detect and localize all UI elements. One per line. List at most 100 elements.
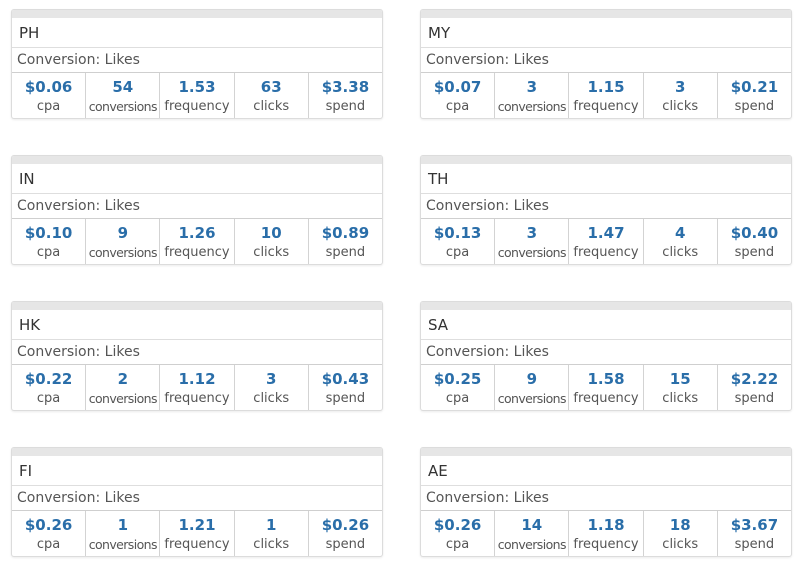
frequency-label: frequency (164, 99, 230, 114)
conversions-label: conversions (88, 99, 158, 114)
metric-spend: $0.26 spend (307, 511, 382, 556)
frequency-label: frequency (164, 391, 230, 406)
metric-frequency: 1.53 frequency (159, 73, 233, 118)
spend-label: spend (325, 537, 366, 552)
card-header-bar (12, 448, 382, 456)
cpa-value: $0.25 (433, 370, 482, 388)
clicks-label: clicks (253, 245, 290, 260)
frequency-value: 1.47 (587, 224, 625, 242)
card-header-bar (421, 448, 791, 456)
conversions-label: conversions (497, 537, 567, 552)
spend-label: spend (325, 245, 366, 260)
cpa-label: cpa (445, 99, 470, 114)
cpa-value: $0.13 (433, 224, 482, 242)
card-header-bar (12, 156, 382, 164)
country-code: TH (421, 164, 791, 194)
cpa-label: cpa (445, 245, 470, 260)
metrics-row: $0.25 cpa 9 conversions 1.58 frequency 15 cl… (421, 365, 791, 410)
conversions-label: conversions (88, 391, 158, 406)
metric-spend: $3.67 spend (716, 511, 791, 556)
clicks-label: clicks (253, 99, 290, 114)
spend-label: spend (325, 99, 366, 114)
spend-value: $0.21 (730, 78, 779, 96)
clicks-value: 18 (669, 516, 691, 534)
metric-conversions: 3 conversions (494, 219, 568, 264)
conversions-value: 2 (117, 370, 129, 388)
country-card: SA Conversion: Likes $0.25 cpa 9 conversio… (420, 301, 792, 411)
conversion-type: Conversion: Likes (12, 340, 382, 365)
conversions-label: conversions (497, 391, 567, 406)
conversions-value: 9 (526, 370, 538, 388)
frequency-label: frequency (573, 99, 639, 114)
clicks-label: clicks (662, 391, 699, 406)
country-code: HK (12, 310, 382, 340)
cpa-value: $0.22 (24, 370, 73, 388)
cpa-value: $0.26 (24, 516, 73, 534)
spend-label: spend (734, 537, 775, 552)
card-header-bar (12, 302, 382, 310)
spend-value: $0.26 (321, 516, 370, 534)
metric-cpa: $0.13 cpa (421, 219, 494, 264)
metric-clicks: 63 clicks (233, 73, 308, 118)
conversion-type: Conversion: Likes (421, 340, 791, 365)
country-code: PH (12, 18, 382, 48)
metric-spend: $2.22 spend (716, 365, 791, 410)
country-card: MY Conversion: Likes $0.07 cpa 3 conversio… (420, 9, 792, 119)
clicks-label: clicks (662, 537, 699, 552)
conversions-label: conversions (497, 99, 567, 114)
frequency-value: 1.15 (587, 78, 625, 96)
metric-frequency: 1.58 frequency (568, 365, 642, 410)
conversion-type: Conversion: Likes (12, 486, 382, 511)
conversions-label: conversions (88, 537, 158, 552)
metrics-row: $0.22 cpa 2 conversions 1.12 frequency 3 cli… (12, 365, 382, 410)
cpa-value: $0.07 (433, 78, 482, 96)
clicks-value: 3 (674, 78, 686, 96)
metric-conversions: 9 conversions (85, 219, 159, 264)
metric-conversions: 9 conversions (494, 365, 568, 410)
card-header-bar (12, 10, 382, 18)
conversions-value: 54 (112, 78, 134, 96)
metrics-row: $0.10 cpa 9 conversions 1.26 frequency 10 cl… (12, 219, 382, 264)
clicks-value: 10 (260, 224, 282, 242)
metric-clicks: 1 clicks (233, 511, 308, 556)
cpa-value: $0.10 (24, 224, 73, 242)
spend-value: $2.22 (730, 370, 779, 388)
country-code: SA (421, 310, 791, 340)
spend-value: $0.89 (321, 224, 370, 242)
card-header-bar (421, 302, 791, 310)
metrics-row: $0.07 cpa 3 conversions 1.15 frequency 3 cli… (421, 73, 791, 118)
metric-conversions: 3 conversions (494, 73, 568, 118)
metric-conversions: 1 conversions (85, 511, 159, 556)
metric-cpa: $0.07 cpa (421, 73, 494, 118)
spend-value: $3.67 (730, 516, 779, 534)
conversion-type: Conversion: Likes (12, 194, 382, 219)
metric-frequency: 1.12 frequency (159, 365, 233, 410)
country-card: IN Conversion: Likes $0.10 cpa 9 conversio… (11, 155, 383, 265)
metric-clicks: 4 clicks (642, 219, 717, 264)
country-card: HK Conversion: Likes $0.22 cpa 2 conversio… (11, 301, 383, 411)
conversion-type: Conversion: Likes (12, 48, 382, 73)
metric-frequency: 1.18 frequency (568, 511, 642, 556)
metric-cpa: $0.06 cpa (12, 73, 85, 118)
spend-label: spend (734, 391, 775, 406)
metric-clicks: 10 clicks (233, 219, 308, 264)
frequency-value: 1.12 (178, 370, 216, 388)
conversions-label: conversions (88, 245, 158, 260)
frequency-label: frequency (573, 391, 639, 406)
country-card: AE Conversion: Likes $0.26 cpa 14 conversi… (420, 447, 792, 557)
country-code: IN (12, 164, 382, 194)
metric-cpa: $0.25 cpa (421, 365, 494, 410)
metric-frequency: 1.15 frequency (568, 73, 642, 118)
metric-conversions: 14 conversions (494, 511, 568, 556)
spend-label: spend (734, 245, 775, 260)
clicks-label: clicks (253, 391, 290, 406)
conversions-value: 3 (526, 224, 538, 242)
cpa-label: cpa (36, 537, 61, 552)
card-header-bar (421, 10, 791, 18)
metric-frequency: 1.47 frequency (568, 219, 642, 264)
metric-clicks: 3 clicks (642, 73, 717, 118)
cpa-label: cpa (36, 391, 61, 406)
country-code: AE (421, 456, 791, 486)
clicks-label: clicks (662, 99, 699, 114)
clicks-label: clicks (253, 537, 290, 552)
